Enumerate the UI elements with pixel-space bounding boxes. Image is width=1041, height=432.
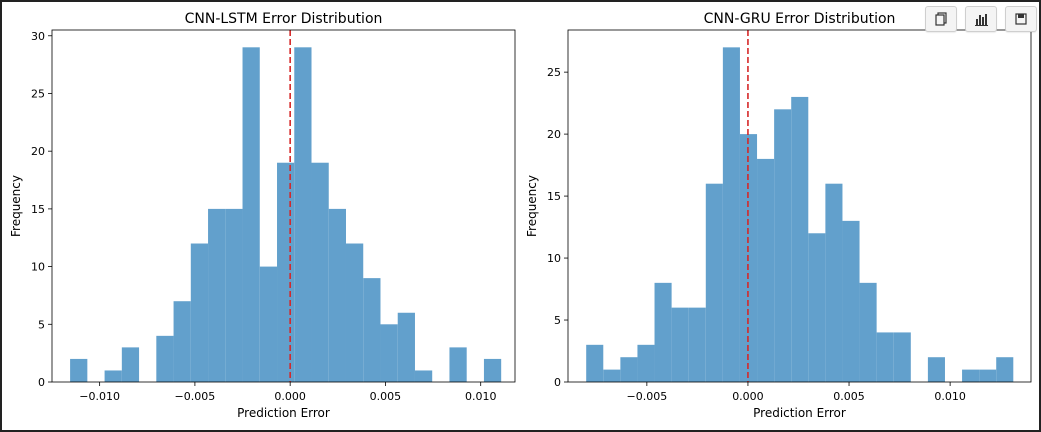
histogram-bar (225, 208, 243, 382)
x-tick-label: 0.000 (274, 390, 306, 403)
histogram-bar (208, 208, 226, 382)
x-tick-label: 0.005 (370, 390, 402, 403)
histogram-bar (637, 344, 655, 382)
histogram-bar (346, 243, 364, 382)
x-tick-label: 0.000 (732, 390, 764, 403)
histogram-bar (774, 109, 792, 382)
histogram-bar (688, 307, 706, 382)
histogram-bar (70, 358, 88, 382)
y-tick-label: 10 (31, 261, 45, 274)
histogram-bar (414, 370, 433, 382)
histogram-bar (996, 357, 1014, 382)
histogram-bar (173, 301, 191, 382)
histogram-bar (825, 183, 843, 382)
histogram-bar (757, 158, 775, 382)
histogram-bar (927, 357, 945, 382)
save-button[interactable] (1005, 6, 1037, 32)
histogram-bar (397, 312, 415, 382)
histogram-bar (791, 96, 809, 383)
histogram-bar (705, 183, 723, 382)
x-tick-label: 0.005 (833, 390, 865, 403)
y-tick-label: 30 (31, 30, 45, 43)
x-axis-label: Prediction Error (237, 406, 330, 420)
x-tick-label: 0.010 (465, 390, 497, 403)
copy-icon (935, 12, 947, 26)
chart-toolbar (925, 6, 1037, 32)
histogram-bar (979, 369, 997, 382)
y-tick-label: 15 (31, 203, 45, 216)
chart-cnn-gru: −0.005 0.000 0.005 0.010 0 5 10 15 20 25 CNN-GRU E… (525, 11, 1032, 420)
histogram-bar (121, 347, 140, 382)
histogram-bar (620, 357, 638, 382)
y-tick-label: 0 (38, 376, 45, 389)
histogram-bar (962, 369, 980, 382)
y-tick-label: 15 (547, 190, 561, 203)
x-tick-label: −0.005 (175, 390, 216, 403)
y-tick-label: 0 (554, 376, 561, 389)
histogram-bar (363, 278, 381, 382)
histogram-bar (876, 332, 894, 382)
y-tick-label: 25 (31, 87, 45, 100)
histogram-bar (259, 266, 278, 382)
histogram-bar (586, 344, 604, 382)
chart-title: CNN-GRU Error Distribution (704, 11, 896, 27)
x-tick-label: −0.005 (626, 390, 667, 403)
y-tick-label: 10 (547, 252, 561, 265)
y-tick-label: 5 (38, 318, 45, 331)
chart-view-button[interactable] (965, 6, 997, 32)
histogram-bar (156, 335, 174, 382)
histogram-bar (483, 358, 502, 382)
axes-frame (51, 29, 516, 383)
axes-frame (567, 29, 1032, 383)
histogram-bar (893, 332, 911, 382)
histogram-bar (842, 220, 860, 382)
y-axis-label: Frequency (9, 175, 23, 237)
histogram-bar (277, 162, 295, 382)
save-icon (1015, 13, 1027, 25)
histogram-bar (380, 324, 398, 382)
chart-title: CNN-LSTM Error Distribution (185, 11, 383, 27)
y-tick-label: 5 (554, 314, 561, 327)
histogram-bar (190, 243, 209, 382)
histogram-bar (311, 162, 329, 382)
histogram-bar (104, 370, 122, 382)
histogram-bar (859, 282, 877, 382)
histogram-bar (242, 47, 260, 383)
y-tick-label: 25 (547, 66, 561, 79)
histogram-bar (449, 347, 467, 382)
copy-button[interactable] (925, 6, 957, 32)
y-axis-label: Frequency (525, 175, 539, 237)
histogram-bar (722, 47, 740, 382)
histogram-bar (294, 47, 312, 383)
histogram-bar (328, 208, 346, 382)
histogram-bar (671, 307, 689, 382)
chart-cnn-lstm: −0.010 −0.005 0.000 0.005 0.010 0 5 10 15 20 25 30 C… (9, 11, 516, 420)
histogram-bar (654, 282, 672, 382)
x-tick-label: −0.010 (79, 390, 120, 403)
x-axis-label: Prediction Error (753, 406, 846, 420)
y-tick-label: 20 (547, 128, 561, 141)
bar-chart-icon (975, 14, 988, 26)
histogram-bar (603, 369, 621, 382)
histogram-bar (808, 233, 826, 382)
y-tick-label: 20 (31, 145, 45, 158)
x-tick-label: 0.010 (934, 390, 966, 403)
